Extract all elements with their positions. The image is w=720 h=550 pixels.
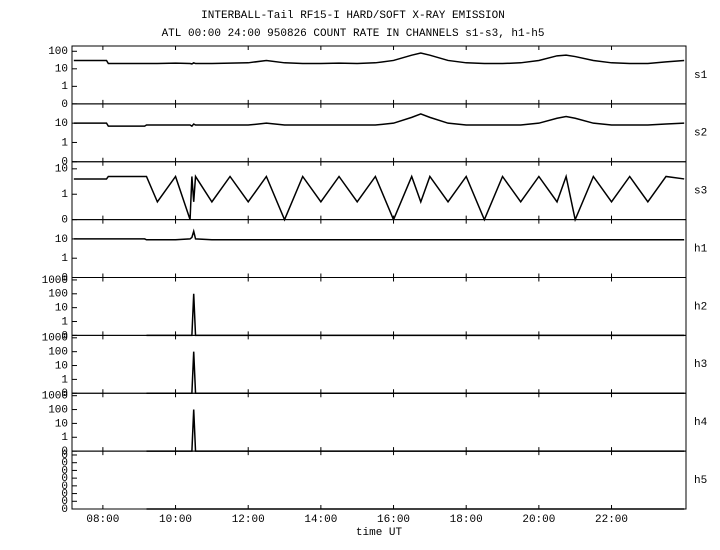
panel-frame: [71, 450, 687, 510]
x-tick-label: 20:00: [522, 514, 555, 526]
series-line: [73, 113, 685, 128]
series-label: h5: [694, 475, 707, 487]
panel-frame: [71, 161, 687, 221]
y-tick-label: 1: [61, 253, 68, 265]
y-tick-label: 0: [61, 496, 68, 508]
series-label: h4: [694, 417, 708, 429]
y-tick-label: 1: [61, 137, 68, 149]
x-tick-label: 22:00: [595, 514, 628, 526]
x-tick-label: 08:00: [86, 514, 119, 526]
y-tick-label: 1: [61, 316, 68, 328]
x-tick-label: 18:00: [450, 514, 483, 526]
y-tick-label: 100: [48, 289, 68, 301]
y-tick-label: 1: [61, 432, 68, 444]
y-tick-label: 0: [61, 473, 68, 485]
y-tick-label: 100: [48, 347, 68, 359]
series-line: [146, 293, 685, 337]
y-tick-label: 0: [61, 481, 68, 493]
chart-title: INTERBALL-Tail RF15-I HARD/SOFT X-RAY EM…: [201, 10, 505, 22]
y-tick-label: 10: [55, 118, 68, 130]
x-tick-label: 16:00: [377, 514, 410, 526]
x-axis-label: time UT: [356, 527, 403, 539]
series-label: h1: [694, 243, 708, 255]
x-tick-label: 14:00: [304, 514, 337, 526]
y-tick-label: 10: [55, 164, 68, 176]
y-tick-label: 10: [55, 360, 68, 372]
panel-frame: [71, 277, 687, 336]
panel-frame: [71, 103, 687, 163]
y-tick-label: 10: [55, 418, 68, 430]
series-line: [73, 228, 685, 241]
y-tick-label: 1000: [42, 275, 68, 287]
y-tick-label: 1: [61, 81, 68, 93]
x-tick-label: 12:00: [232, 514, 265, 526]
series-label: s1: [694, 70, 708, 82]
series-label: h3: [694, 359, 707, 371]
chart-subtitle: ATL 00:00 24:00 950826 COUNT RATE IN CHA…: [162, 28, 545, 40]
y-tick-label: 1: [61, 374, 68, 386]
y-tick-label: 100: [48, 46, 68, 58]
series-label: s2: [694, 128, 707, 140]
y-tick-label: 1: [61, 189, 68, 201]
y-tick-label: 10: [55, 303, 68, 315]
x-tick-label: 10:00: [159, 514, 192, 526]
y-tick-label: 10: [55, 64, 68, 76]
y-tick-label: 0: [61, 488, 68, 500]
y-tick-label: 0: [61, 450, 68, 462]
y-tick-label: 0: [61, 504, 68, 516]
y-tick-label: 0: [61, 99, 68, 111]
series-label: s3: [694, 186, 707, 198]
y-tick-label: 1000: [42, 391, 68, 403]
y-tick-label: 0: [61, 388, 68, 400]
panel-frame: [71, 392, 687, 452]
y-tick-label: 0: [61, 446, 68, 458]
panel-frame: [71, 334, 687, 394]
series-line: [73, 52, 685, 65]
y-tick-label: 1000: [42, 333, 68, 345]
y-tick-label: 0: [61, 272, 68, 284]
y-tick-label: 0: [61, 215, 68, 227]
y-tick-label: 100: [48, 404, 68, 416]
panel-frame: [71, 45, 687, 105]
y-tick-label: 0: [61, 330, 68, 342]
series-line: [73, 173, 685, 223]
series-line: [146, 351, 685, 394]
y-tick-label: 0: [61, 465, 68, 477]
series-line: [146, 409, 685, 452]
series-label: h2: [694, 301, 707, 313]
panel-frame: [71, 219, 687, 278]
y-tick-label: 0: [61, 458, 68, 470]
y-tick-label: 0: [61, 157, 68, 169]
y-tick-label: 10: [55, 234, 68, 246]
